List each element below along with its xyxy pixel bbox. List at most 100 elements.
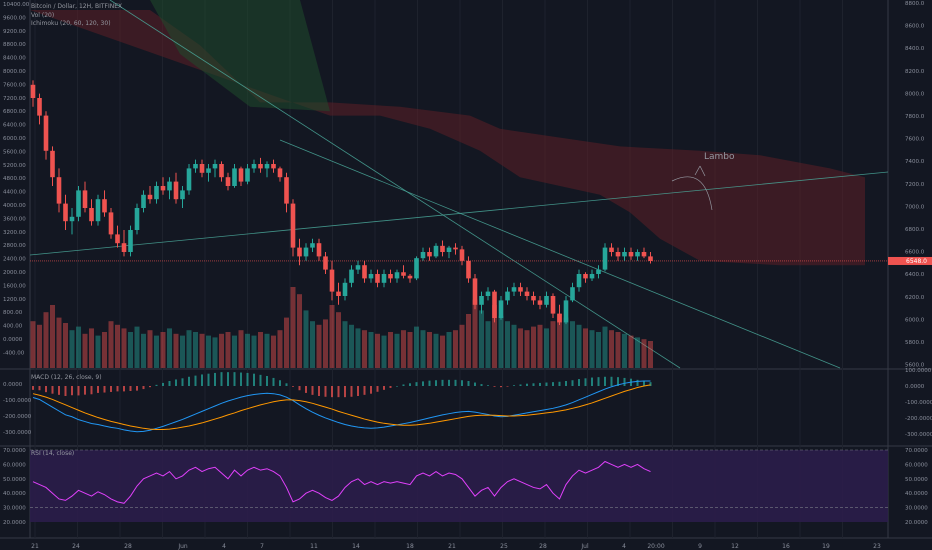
candle-body-62 xyxy=(433,245,439,257)
macd-left-tick-0: 0.0000 xyxy=(3,382,23,388)
left-tick-18: 2800.00 xyxy=(3,243,26,249)
x-label-1: 24 xyxy=(72,543,80,550)
candle-body-78 xyxy=(537,300,543,305)
trend-line-1 xyxy=(29,171,889,256)
left-tick-13: 4800.00 xyxy=(3,176,26,182)
candle-body-3 xyxy=(50,150,55,178)
candle-body-92 xyxy=(628,252,634,257)
volume-bar-0 xyxy=(30,321,36,368)
candle-body-7 xyxy=(76,190,81,217)
left-tick-7: 7200.00 xyxy=(3,96,26,102)
candle-body-12 xyxy=(108,212,114,235)
candle-body-59 xyxy=(414,258,419,279)
candle-body-15 xyxy=(128,230,133,252)
candle-body-64 xyxy=(446,247,452,252)
macd-hist-0 xyxy=(32,386,34,390)
volume-bar-31 xyxy=(232,335,237,368)
macd-hist-5 xyxy=(64,386,67,396)
volume-bar-9 xyxy=(89,328,94,368)
right-tick-16: 5600.0 xyxy=(905,363,925,369)
macd-hist-27 xyxy=(207,373,210,386)
volume-bar-79 xyxy=(544,328,549,368)
candle-body-93 xyxy=(635,252,640,257)
macd-hist-45 xyxy=(324,386,327,397)
macd-hist-14 xyxy=(123,386,125,392)
candle-body-60 xyxy=(420,252,426,259)
candle-body-32 xyxy=(238,168,244,182)
macd-hist-1 xyxy=(38,386,41,391)
rsi-right-tick-1: 60.0000 xyxy=(905,462,928,468)
candle-body-71 xyxy=(492,291,497,318)
rsi-legend: RSI (14, close) xyxy=(31,450,75,457)
macd-left-tick-2: -200.0000 xyxy=(3,414,32,420)
volume-bar-85 xyxy=(583,328,588,368)
macd-hist-76 xyxy=(526,383,528,386)
volume-bar-49 xyxy=(349,324,354,368)
right-tick-5: 7800.0 xyxy=(905,114,925,120)
macd-hist-34 xyxy=(253,373,255,386)
candle-body-30 xyxy=(225,177,231,186)
volume-bar-30 xyxy=(225,332,231,368)
macd-hist-17 xyxy=(142,386,145,390)
volume-bar-52 xyxy=(368,332,374,368)
x-label-9: 21 xyxy=(448,543,456,550)
left-tick-8: 6800.00 xyxy=(3,109,26,115)
volume-bar-72 xyxy=(498,315,504,368)
macd-hist-23 xyxy=(181,378,184,386)
macd-hist-95 xyxy=(649,382,652,386)
candle-body-53 xyxy=(375,274,380,283)
volume-bar-36 xyxy=(264,333,270,368)
left-tick-25: 0.0000 xyxy=(3,337,23,343)
volume-bar-66 xyxy=(459,324,465,368)
x-label-8: 18 xyxy=(406,543,414,550)
volume-bar-12 xyxy=(108,321,114,368)
candle-body-22 xyxy=(173,181,179,200)
candle-body-23 xyxy=(180,190,185,200)
candlesticks xyxy=(30,80,653,326)
candle-body-10 xyxy=(95,199,101,222)
macd-hist-82 xyxy=(565,381,567,386)
candle-body-67 xyxy=(466,260,471,279)
x-label-7: 14 xyxy=(352,543,360,550)
right-tick-14: 6000.0 xyxy=(905,317,925,323)
volume-bar-47 xyxy=(336,312,341,368)
left-tick-17: 3200.00 xyxy=(3,230,26,236)
volume-bar-28 xyxy=(212,337,218,368)
volume-bar-64 xyxy=(446,332,452,368)
ichimoku-cloud xyxy=(30,0,865,266)
symbol-legend: Bitcoin / Dollar, 12H, BITFINEX xyxy=(31,3,123,10)
right-tick-7: 7400.0 xyxy=(905,159,925,165)
rsi-left-tick-2: 50.0000 xyxy=(3,477,26,483)
volume-bar-81 xyxy=(557,314,562,368)
volume-bar-43 xyxy=(310,321,315,368)
volume-bar-95 xyxy=(648,341,653,368)
volume-bar-91 xyxy=(622,333,627,368)
volume-bar-84 xyxy=(576,324,582,368)
volume-bar-18 xyxy=(147,330,153,368)
candle-body-63 xyxy=(440,245,445,252)
volume-bar-34 xyxy=(251,335,257,368)
candle-body-79 xyxy=(544,296,549,305)
volume-bar-86 xyxy=(589,330,595,368)
volume-bar-58 xyxy=(407,332,413,368)
candle-body-20 xyxy=(160,186,166,191)
price-tag-bg xyxy=(888,256,932,265)
volume-bar-90 xyxy=(615,332,621,368)
rsi-right-tick-0: 70.0000 xyxy=(905,448,928,454)
left-tick-1: 9600.00 xyxy=(3,15,26,21)
trend-line-0 xyxy=(109,0,681,369)
left-tick-0: 10400.00 xyxy=(3,2,30,8)
signal-line xyxy=(32,384,651,430)
left-tick-9: 6400.00 xyxy=(3,123,26,129)
candle-body-16 xyxy=(134,208,140,230)
macd-hist-79 xyxy=(545,382,548,386)
macd-hist-12 xyxy=(110,386,112,392)
macd-hist-7 xyxy=(77,386,80,396)
macd-hist-36 xyxy=(266,376,268,386)
volume-legend: Vol (20) xyxy=(31,12,55,19)
candle-body-27 xyxy=(206,168,211,173)
macd-hist-19 xyxy=(155,384,158,386)
candle-body-77 xyxy=(531,296,536,301)
volume-bar-11 xyxy=(102,332,107,368)
right-tick-1: 8600.0 xyxy=(905,24,925,30)
